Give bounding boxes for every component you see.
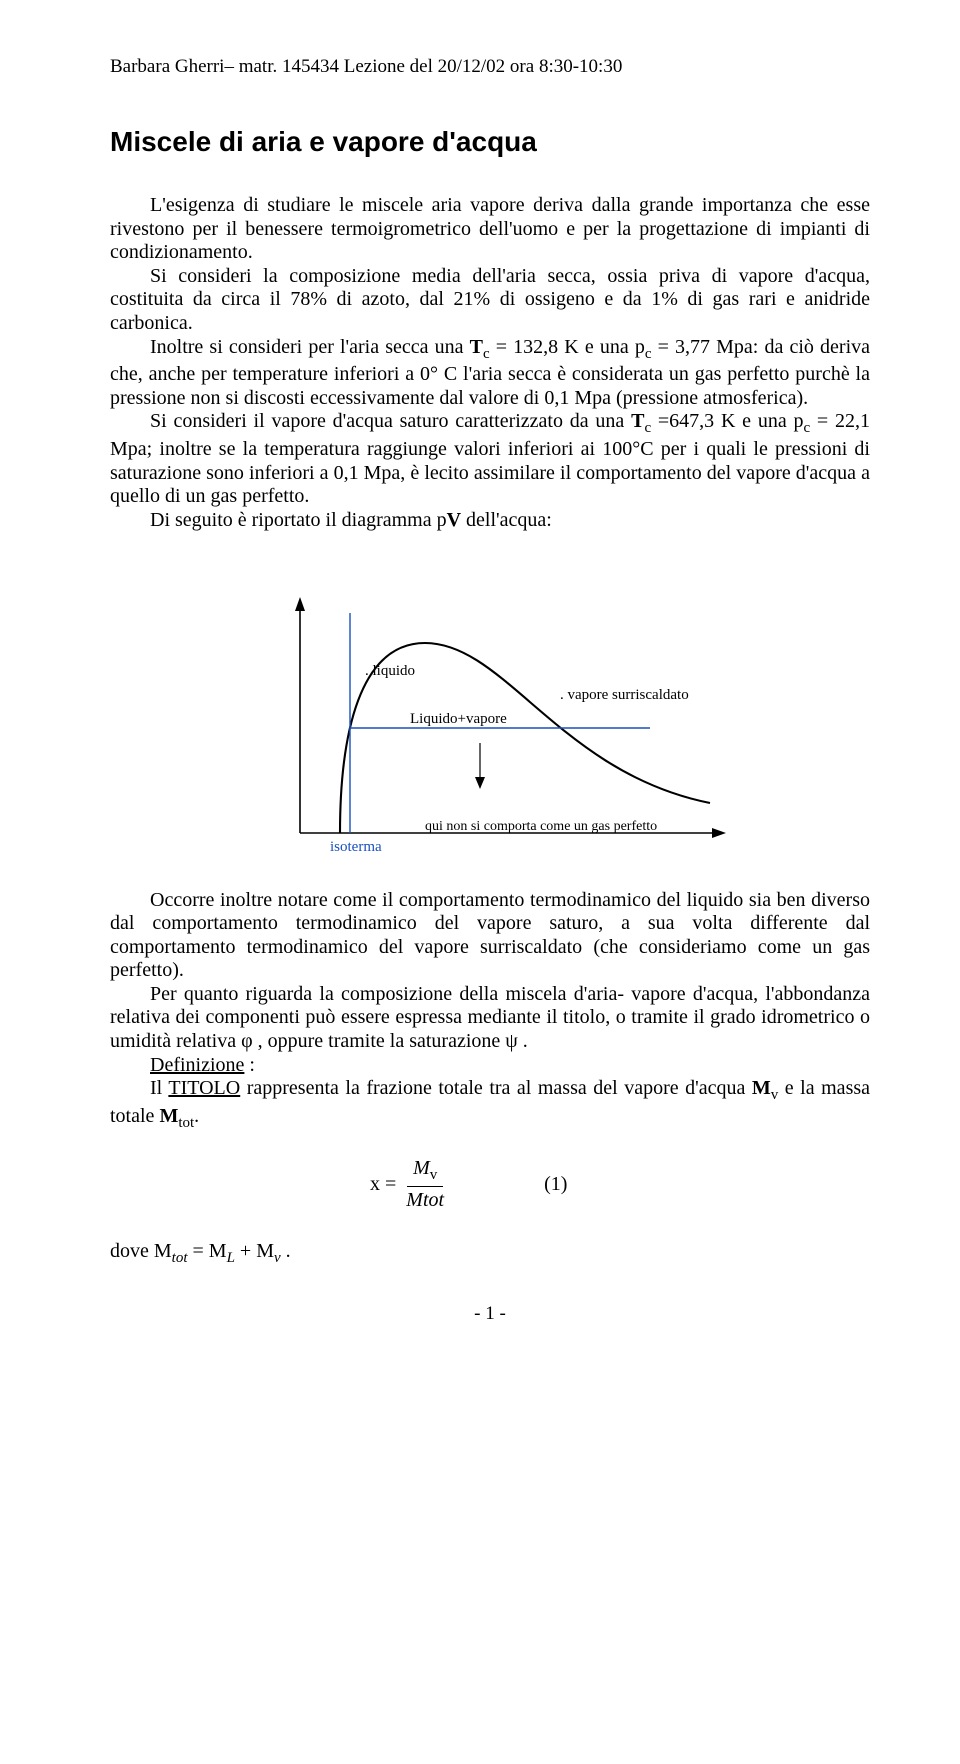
document-title: Miscele di aria e vapore d'acqua xyxy=(110,126,870,158)
paragraph-2: Si consideri la composizione media dell'… xyxy=(110,265,870,336)
pv-diagram: . liquido Liquido+vapore . vapore surris… xyxy=(230,583,750,863)
p8-b: rappresenta la frazione totale tra al ma… xyxy=(240,1077,752,1099)
formula-denominator: Mtot xyxy=(400,1187,450,1212)
definition-label: Definizione xyxy=(150,1054,244,1076)
page-header: Barbara Gherri– matr. 145434 Lezione del… xyxy=(110,56,870,78)
arrow-down-head xyxy=(475,777,485,789)
paragraph-1: L'esigenza di studiare le miscele aria v… xyxy=(110,194,870,265)
label-vapore-surriscaldato: . vapore surriscaldato xyxy=(560,687,689,703)
p4-text-b: =647,3 K e una p xyxy=(651,410,803,432)
label-liquido-vapore: Liquido+vapore xyxy=(410,711,507,727)
paragraph-7: Per quanto riguarda la composizione dell… xyxy=(110,983,870,1054)
label-isoterma: isoterma xyxy=(330,839,382,855)
body-paragraphs: L'esigenza di studiare le miscele aria v… xyxy=(110,194,870,533)
p5-text-a: Di seguito è riportato il diagramma p xyxy=(150,509,447,531)
dove-eq: = M xyxy=(188,1240,227,1262)
formula-fraction: Mv Mtot xyxy=(400,1157,450,1212)
post-diagram-text: Occorre inoltre notare come il comportam… xyxy=(110,889,870,1133)
equation-1: x = Mv Mtot (1) xyxy=(110,1157,870,1212)
formula-numerator: Mv xyxy=(407,1157,443,1187)
y-axis-arrow xyxy=(295,597,305,611)
dove-plus: + M xyxy=(235,1240,274,1262)
formula-block: x = Mv Mtot (1) dove Mtot = ML + Mv . xyxy=(110,1157,870,1267)
paragraph-6: Occorre inoltre notare come il comportam… xyxy=(110,889,870,983)
p5-text-b: dell'acqua: xyxy=(461,509,552,531)
p3-text-a: Inoltre si consideri per l'aria secca un… xyxy=(150,336,470,358)
equation-number: (1) xyxy=(544,1173,567,1196)
label-liquido: . liquido xyxy=(365,663,415,679)
p4-text-a: Si consideri il vapore d'acqua saturo ca… xyxy=(150,410,631,432)
x-axis-arrow xyxy=(712,828,726,838)
definition-line: Definizione : xyxy=(110,1054,870,1078)
p8-a: Il xyxy=(150,1077,168,1099)
dove-text: dove M xyxy=(110,1240,172,1262)
paragraph-4: Si consideri il vapore d'acqua saturo ca… xyxy=(110,410,870,508)
page-number: - 1 - xyxy=(110,1303,870,1325)
p8-titolo: TITOLO xyxy=(168,1077,240,1099)
paragraph-8: Il TITOLO rappresenta la frazione totale… xyxy=(110,1077,870,1132)
paragraph-5: Di seguito è riportato il diagramma pV d… xyxy=(110,509,870,533)
p3-text-b: = 132,8 K e una p xyxy=(490,336,645,358)
label-note: qui non si comporta come un gas perfetto xyxy=(425,819,657,834)
dove-end: . xyxy=(281,1240,291,1262)
paragraph-3: Inoltre si consideri per l'aria secca un… xyxy=(110,336,870,411)
p8-d: . xyxy=(194,1105,199,1127)
dove-line: dove Mtot = ML + Mv . xyxy=(110,1240,870,1267)
formula-lhs: x = xyxy=(370,1173,396,1196)
